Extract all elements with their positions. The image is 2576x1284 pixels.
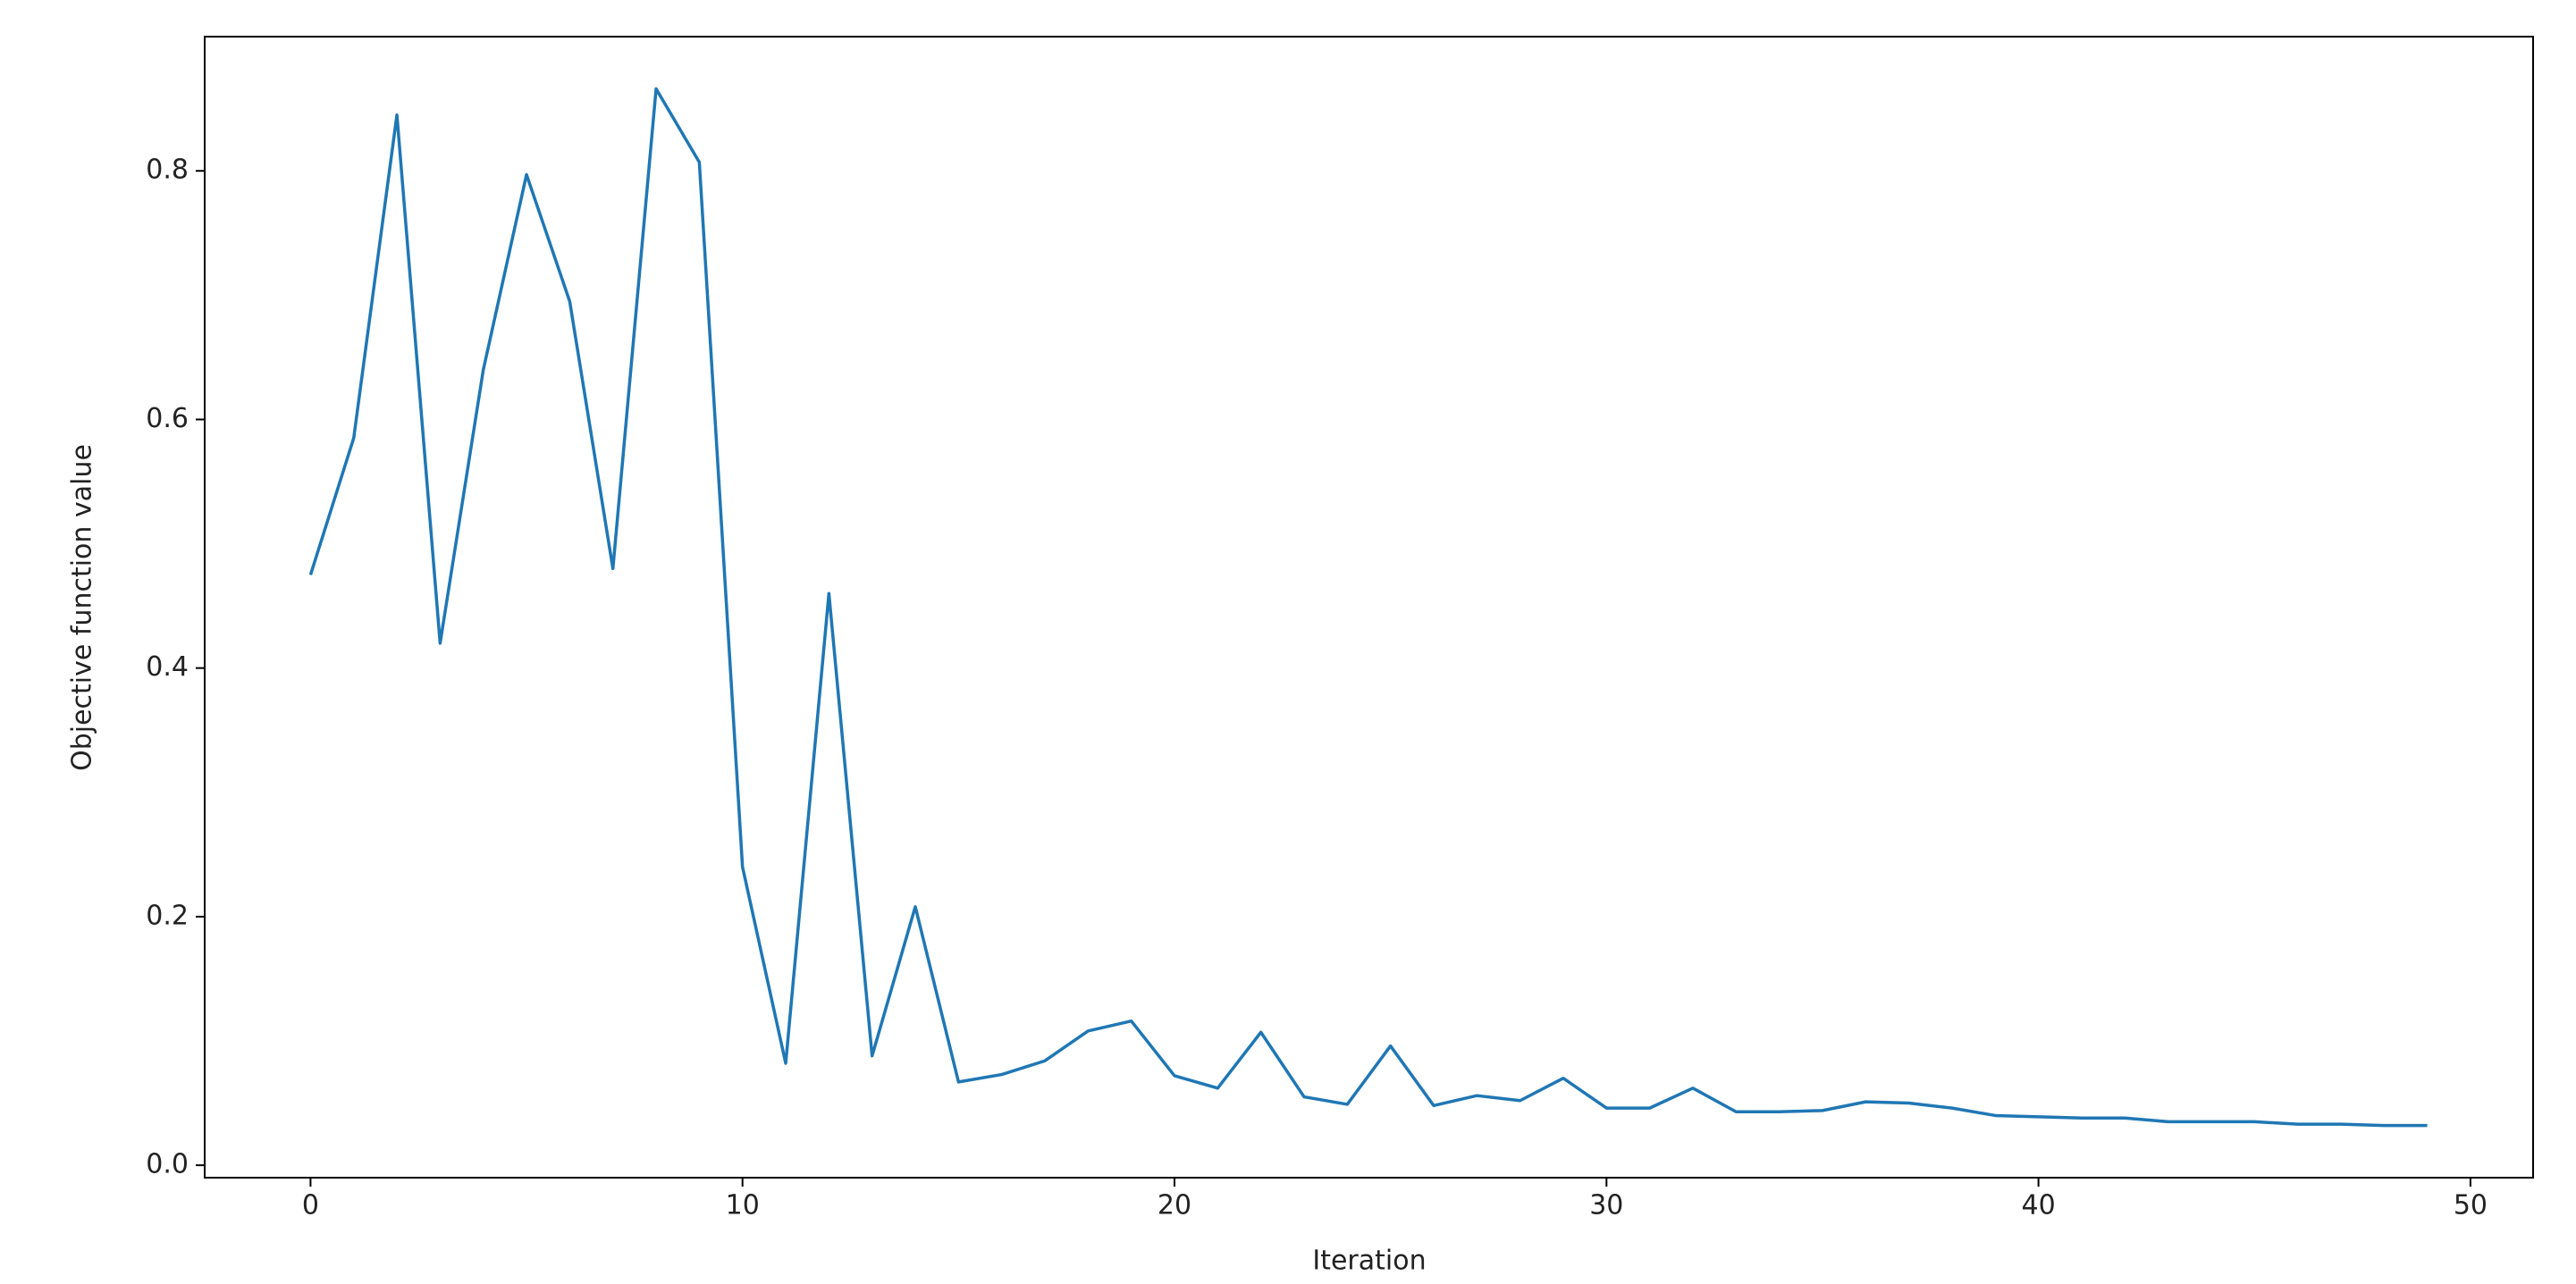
- y-tick-label: 0.2: [146, 900, 189, 931]
- x-tick-label: 40: [2022, 1190, 2056, 1221]
- y-tick-label: 0.8: [146, 155, 189, 186]
- x-tick-label: 0: [302, 1190, 319, 1221]
- x-tick-label: 30: [1589, 1190, 1623, 1221]
- x-axis-label: Iteration: [1312, 1246, 1426, 1277]
- x-tick-label: 50: [2454, 1190, 2488, 1221]
- y-tick-label: 0.0: [146, 1149, 189, 1180]
- line: [308, 87, 2428, 1128]
- x-tick-label: 10: [726, 1190, 760, 1221]
- x-tick-label: 20: [1158, 1190, 1191, 1221]
- y-axis-label: Objective function value: [67, 444, 98, 771]
- axes-frame: [204, 36, 2534, 1179]
- y-tick-label: 0.4: [146, 651, 189, 683]
- y-tick-label: 0.6: [146, 403, 189, 434]
